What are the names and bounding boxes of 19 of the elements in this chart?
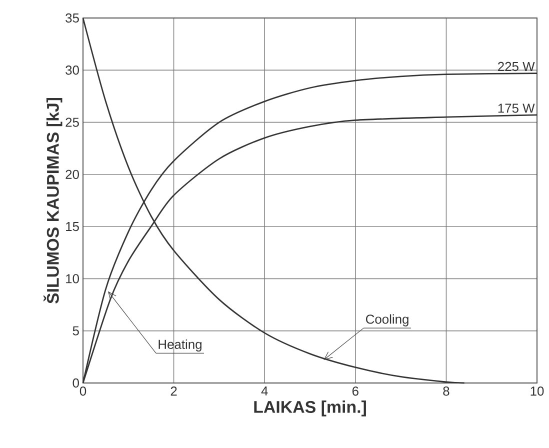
y-tick-label: 20 — [66, 170, 79, 180]
x-axis-title: LAIKAS [min.] — [254, 400, 366, 416]
x-tick-label: 0 — [80, 386, 86, 396]
series-label: 175 W — [498, 104, 535, 113]
annotation: Cooling — [366, 314, 408, 326]
y-tick-label: 35 — [66, 13, 79, 23]
y-tick-label: 30 — [66, 66, 79, 75]
y-tick-label: 15 — [66, 222, 79, 232]
y-axis-title: ŠILUMOS KAUPIMAS [kJ] — [44, 98, 62, 304]
x-tick-label: 8 — [443, 386, 450, 396]
y-tick-label: 10 — [66, 274, 79, 284]
y-tick-label: 5 — [72, 326, 79, 336]
y-tick-label: 0 — [72, 378, 79, 388]
series-label: 225 W — [498, 62, 535, 72]
x-tick-label: 10 — [530, 386, 544, 396]
x-tick-label: 2 — [170, 386, 177, 396]
y-tick-label: 25 — [66, 118, 79, 127]
x-tick-label: 4 — [261, 386, 268, 396]
x-tick-label: 6 — [352, 386, 358, 396]
